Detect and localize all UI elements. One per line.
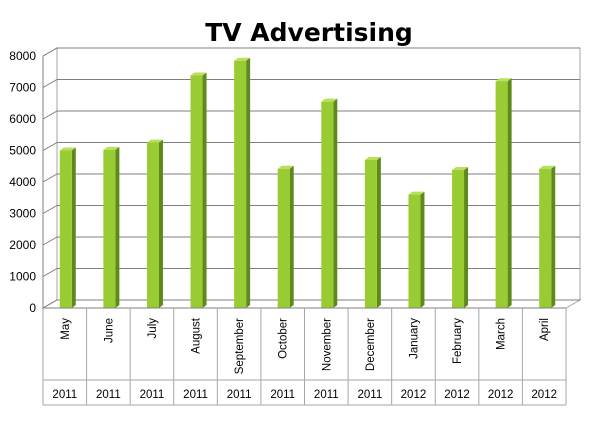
- bars: [59, 57, 556, 308]
- gridline: [42, 47, 580, 57]
- bar: [146, 139, 163, 308]
- bar-top: [190, 72, 207, 76]
- y-tick-label: 5000: [9, 144, 36, 158]
- bar-side: [158, 139, 163, 308]
- bar-side: [246, 57, 251, 308]
- chart-title: TV Advertising: [205, 18, 413, 47]
- x-tick-label: September: [234, 318, 246, 374]
- x-tick-label: November: [321, 318, 333, 371]
- x-year-label: 2011: [52, 389, 77, 401]
- bar-top: [321, 98, 338, 102]
- bar-front: [234, 60, 247, 308]
- bar-front: [59, 150, 72, 308]
- x-year-label: 2011: [270, 389, 295, 401]
- bar: [364, 156, 381, 308]
- bar-side: [202, 72, 207, 308]
- bar: [103, 146, 120, 308]
- y-tick-label: 4000: [9, 175, 36, 189]
- x-tick-label: December: [365, 318, 377, 371]
- y-tick-label: 3000: [9, 207, 36, 221]
- bar-front: [277, 168, 290, 308]
- bar: [408, 191, 425, 308]
- gridline: [42, 236, 580, 246]
- bar-side: [333, 98, 338, 308]
- y-axis: 0 1000 2000 3000 4000 5000 6000 7000 8000: [9, 49, 44, 315]
- bar: [59, 147, 76, 308]
- x-year-label: 2011: [96, 389, 121, 401]
- bar-side: [115, 146, 120, 308]
- x-tick-label: July: [147, 318, 159, 339]
- bar: [539, 165, 556, 308]
- x-tick-label: May: [60, 318, 72, 340]
- x-year-label: 2011: [358, 389, 383, 401]
- bar: [190, 72, 207, 308]
- x-tick-label: June: [103, 318, 115, 343]
- bar-top: [539, 165, 556, 169]
- gridline: [42, 110, 580, 120]
- gridline: [42, 299, 580, 309]
- bar-front: [190, 75, 203, 308]
- gridlines: [42, 47, 580, 309]
- bar-top: [452, 167, 469, 171]
- y-tick-label: 8000: [9, 49, 36, 63]
- bar: [452, 167, 469, 308]
- bar-front: [495, 81, 508, 308]
- bar-top: [103, 146, 120, 150]
- x-tick-label: March: [496, 318, 508, 350]
- x-tick-label: October: [278, 318, 290, 359]
- bar-top: [234, 57, 251, 61]
- x-year-label: 2012: [488, 389, 514, 401]
- y-tick-label: 0: [29, 301, 36, 315]
- bar-front: [146, 142, 159, 308]
- bar: [321, 98, 338, 308]
- gridline: [42, 79, 580, 88]
- x-tick-label: February: [452, 318, 464, 364]
- x-tick-label: January: [408, 318, 420, 359]
- bar-side: [551, 165, 556, 308]
- x-year-label: 2011: [314, 389, 339, 401]
- bar-top: [146, 139, 163, 143]
- x-year-label: 2012: [531, 389, 557, 401]
- bar-front: [452, 170, 465, 308]
- bar-side: [464, 167, 469, 308]
- y-tick-label: 6000: [9, 112, 36, 126]
- x-tick-label: August: [191, 317, 203, 354]
- x-year-label: 2011: [183, 389, 208, 401]
- gridline: [42, 205, 580, 214]
- bar-top: [277, 165, 294, 169]
- bar-top: [59, 147, 76, 151]
- x-year-label: 2012: [401, 389, 427, 401]
- bar-side: [420, 191, 425, 308]
- bar-side: [376, 156, 381, 308]
- y-tick-label: 7000: [9, 81, 36, 95]
- bar-front: [103, 149, 116, 308]
- bar-top: [495, 78, 512, 82]
- bar-side: [289, 165, 294, 308]
- gridline: [42, 142, 580, 151]
- bar-front: [364, 159, 377, 308]
- y-tick-label: 2000: [9, 238, 36, 252]
- bar-side: [507, 78, 512, 308]
- gridline: [42, 268, 580, 277]
- x-axis: May 2011 June 2011 July 2011 August 2011 Septemb…: [42, 307, 567, 406]
- bar-front: [408, 194, 421, 308]
- y-tick-label: 1000: [9, 270, 36, 284]
- gridline: [42, 173, 580, 183]
- bar-front: [321, 101, 334, 308]
- bar: [277, 165, 294, 308]
- bar-top: [364, 156, 381, 160]
- bar-top: [408, 191, 425, 195]
- x-year-label: 2011: [227, 389, 252, 401]
- x-tick-label: April: [539, 318, 551, 341]
- x-year-label: 2012: [444, 389, 470, 401]
- bar: [495, 78, 512, 308]
- bar: [234, 57, 251, 308]
- x-year-label: 2011: [140, 389, 165, 401]
- bar-side: [71, 147, 76, 308]
- bar-front: [539, 168, 552, 308]
